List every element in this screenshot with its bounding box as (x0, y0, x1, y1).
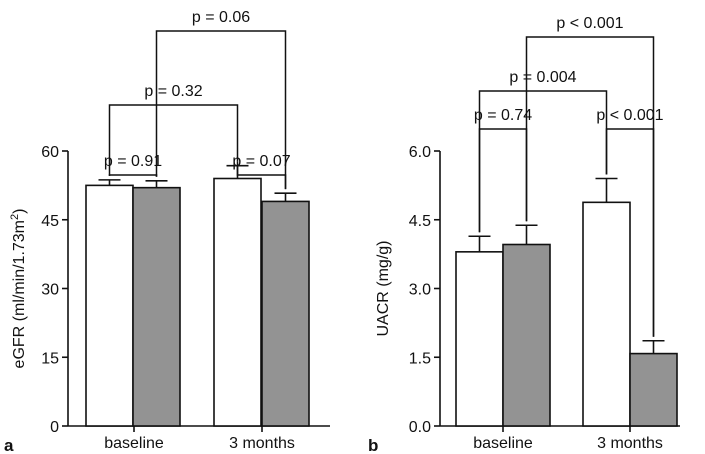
chart-panel-a: 0 15 30 45 60 eGFR (ml/min/1.73m2) baseline 3 m… (4, 9, 330, 454)
x-category-label: 3 months (229, 435, 295, 452)
bracket-line (478, 90, 608, 233)
bar-gray-0 (132, 186, 181, 427)
y-tick-label: 45 (41, 213, 59, 230)
p-value-label: p = 0.91 (104, 153, 162, 170)
y-tick-label: 30 (41, 282, 59, 299)
bracket-line (478, 128, 528, 233)
y-axis-label: eGFR (ml/min/1.73m2) (9, 209, 28, 369)
p-value-label: p = 0.06 (192, 9, 250, 26)
significance-bracket: p = 0.32 (108, 83, 239, 176)
y-tick-label: 6.0 (409, 144, 431, 161)
p-value-label: p = 0.07 (232, 153, 290, 170)
bracket-line (108, 104, 239, 176)
p-value-label: p = 0.004 (509, 69, 576, 86)
bracket-line (525, 36, 655, 337)
significance-bracket: p = 0.91 (104, 153, 162, 177)
bar-white-0 (85, 184, 134, 427)
significance-bracket: p = 0.06 (155, 9, 287, 190)
y-tick-label: 0 (50, 419, 59, 436)
significance-bracket: p < 0.001 (525, 15, 655, 337)
x-category-label: baseline (473, 435, 533, 452)
y-tick-label: 15 (41, 350, 59, 367)
p-value-label: p < 0.001 (596, 107, 663, 124)
significance-bracket: p = 0.74 (474, 107, 532, 233)
bar-gray-0 (502, 243, 551, 427)
bar-white-1 (213, 177, 262, 427)
bracket-line (108, 174, 158, 177)
y-tick-label: 0.0 (409, 419, 431, 436)
p-value-label: p = 0.74 (474, 107, 532, 124)
p-value-label: p < 0.001 (556, 15, 623, 32)
panel-label: a (4, 436, 14, 454)
y-tick-label: 1.5 (409, 350, 431, 367)
bar-gray-1 (629, 352, 678, 427)
y-tick-label: 3.0 (409, 282, 431, 299)
y-tick-label: 60 (41, 144, 59, 161)
bar-white-1 (582, 201, 631, 427)
chart-panel-b: 0.0 1.5 3.0 4.5 6.0 UACR (mg/g) baseline 3 mont… (368, 15, 680, 454)
bar-gray-1 (261, 200, 310, 427)
y-tick-label: 4.5 (409, 213, 431, 230)
bar-white-0 (455, 251, 504, 427)
p-value-label: p = 0.32 (144, 83, 202, 100)
bracket-line (155, 30, 287, 190)
x-category-label: 3 months (597, 435, 663, 452)
panel-label: b (368, 436, 378, 454)
x-category-label: baseline (104, 435, 164, 452)
y-axis-label: UACR (mg/g) (375, 240, 392, 336)
